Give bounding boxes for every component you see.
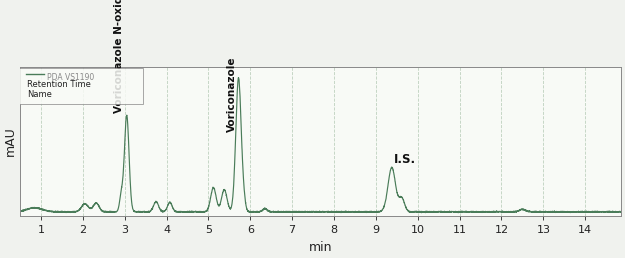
FancyBboxPatch shape [17, 68, 143, 104]
Text: Voriconazole N-oxide: Voriconazole N-oxide [114, 0, 124, 113]
Text: PDA VS1190: PDA VS1190 [47, 73, 94, 82]
Text: I.S.: I.S. [394, 153, 416, 166]
Y-axis label: mAU: mAU [4, 127, 17, 156]
Text: Name: Name [27, 90, 52, 99]
Text: Voriconazole: Voriconazole [228, 57, 238, 132]
Text: Retention Time: Retention Time [27, 79, 91, 88]
X-axis label: min: min [309, 241, 332, 254]
